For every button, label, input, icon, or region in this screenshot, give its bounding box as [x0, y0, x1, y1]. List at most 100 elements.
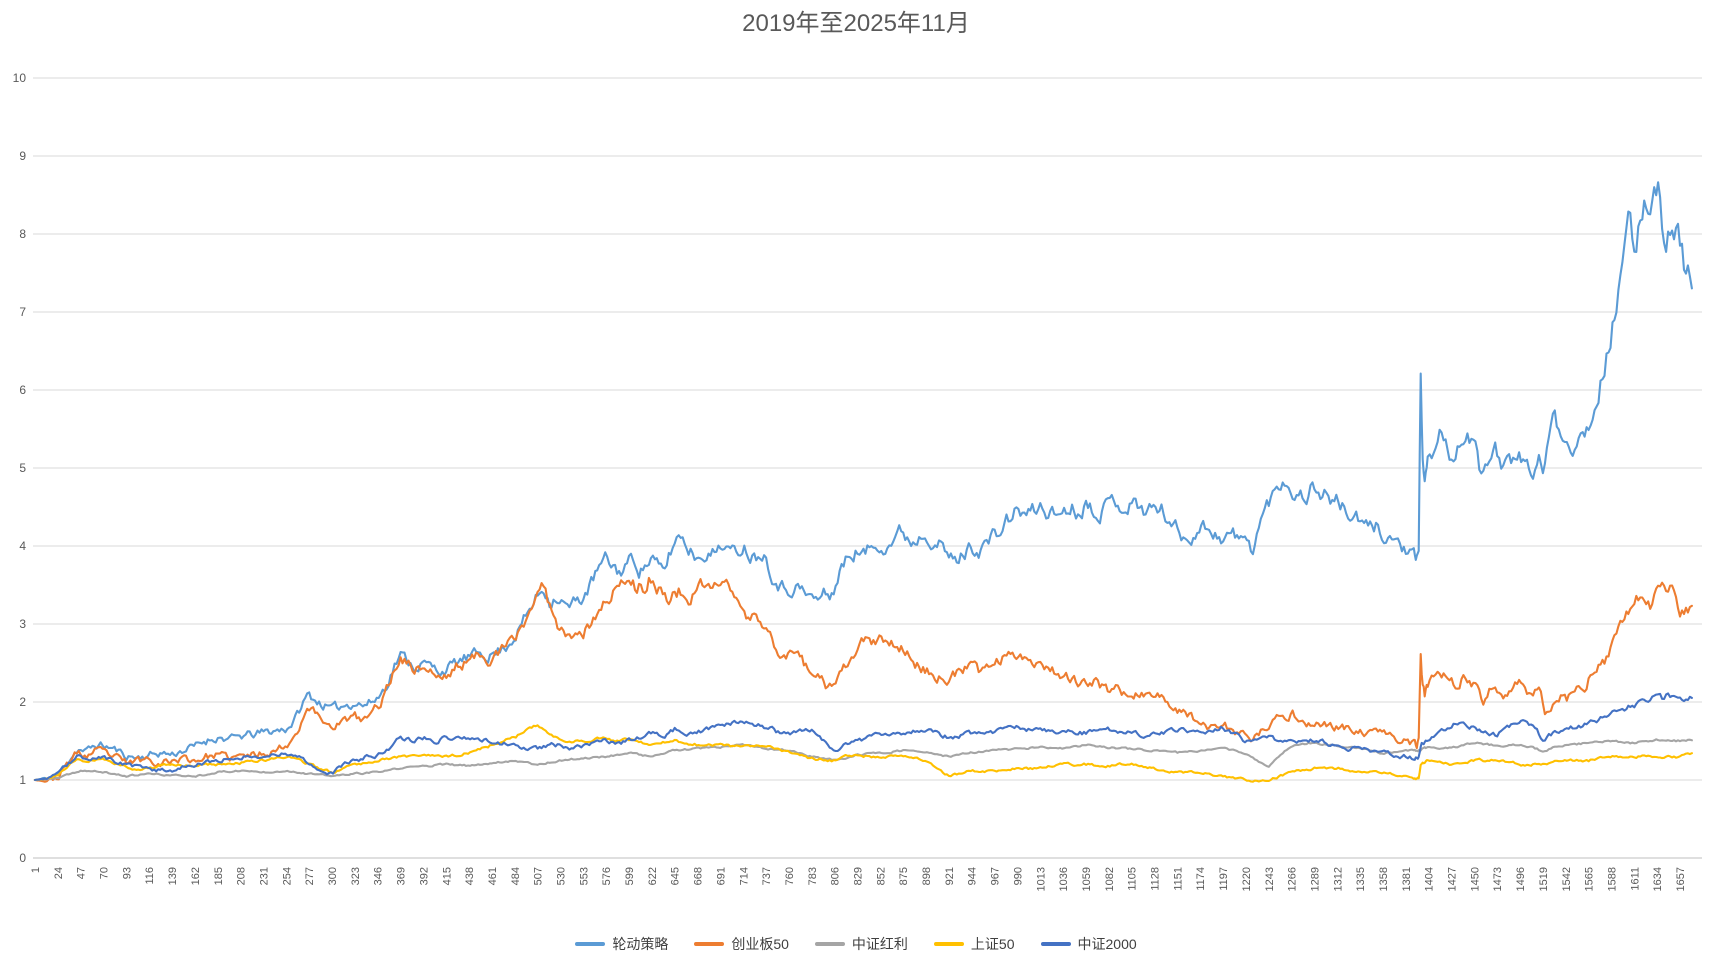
- x-tick-label: 208: [236, 867, 248, 885]
- x-tick-label: 162: [190, 867, 202, 885]
- x-tick-label: 47: [76, 867, 88, 879]
- x-tick-label: 1: [30, 867, 42, 873]
- x-tick-label: 530: [555, 867, 567, 885]
- x-tick-label: 1266: [1287, 867, 1299, 891]
- legend-line-swatch: [814, 942, 845, 946]
- x-tick-label: 1358: [1378, 867, 1390, 891]
- x-tick-label: 852: [875, 867, 887, 885]
- series-line-csi-2000: [33, 692, 1693, 782]
- chart-legend: 轮动策略 创业板50 中证红利 上证50 中证2000: [0, 934, 1712, 954]
- y-axis: 0 1 2 3 4 5 6 7 8 9 10: [13, 71, 27, 865]
- x-tick-label: 783: [807, 867, 819, 885]
- x-tick-label: 254: [281, 867, 293, 885]
- legend-label: 创业板50: [731, 936, 789, 952]
- x-tick-label: 70: [99, 867, 111, 879]
- x-tick-label: 1243: [1264, 867, 1276, 891]
- x-tick-label: 1519: [1538, 867, 1550, 891]
- legend-label: 上证50: [970, 936, 1015, 952]
- y-tick-label: 8: [19, 227, 26, 241]
- legend-item-csi-dividend: 中证红利: [814, 934, 908, 954]
- x-tick-label: 369: [396, 867, 408, 885]
- series-line-chinext-50: [33, 576, 1693, 783]
- x-tick-label: 277: [304, 867, 316, 885]
- x-tick-label: 231: [258, 867, 270, 885]
- x-tick-label: 1289: [1309, 867, 1321, 891]
- x-tick-label: 1657: [1675, 867, 1687, 891]
- x-tick-label: 392: [418, 867, 430, 885]
- x-tick-label: 760: [784, 867, 796, 885]
- x-tick-label: 484: [510, 867, 522, 885]
- y-tick-label: 10: [13, 71, 27, 85]
- x-tick-label: 1128: [1150, 867, 1162, 891]
- x-tick-label: 806: [830, 867, 842, 885]
- x-tick-label: 1381: [1401, 867, 1413, 891]
- legend-label: 中证2000: [1077, 936, 1137, 952]
- x-tick-label: 921: [944, 867, 956, 885]
- legend-label: 中证红利: [851, 936, 908, 952]
- chart-title: 2019年至2025年11月: [742, 10, 970, 37]
- x-tick-label: 1427: [1447, 867, 1459, 891]
- x-tick-label: 1082: [1104, 867, 1116, 891]
- legend-line-swatch: [694, 942, 725, 946]
- x-tick-label: 1197: [1218, 867, 1230, 891]
- x-tick-label: 1151: [1172, 867, 1184, 891]
- y-tick-label: 9: [19, 149, 26, 163]
- x-tick-label: 300: [327, 867, 339, 885]
- x-tick-label: 1059: [1081, 867, 1093, 891]
- x-tick-label: 737: [761, 867, 773, 885]
- x-tick-label: 1565: [1584, 867, 1596, 891]
- x-tick-label: 1473: [1492, 867, 1504, 891]
- x-tick-label: 139: [167, 867, 179, 885]
- x-tick-label: 323: [350, 867, 362, 885]
- x-tick-label: 346: [373, 867, 385, 885]
- x-tick-label: 691: [715, 867, 727, 885]
- x-tick-label: 990: [1012, 867, 1024, 885]
- x-tick-label: 1542: [1561, 867, 1573, 891]
- x-tick-label: 93: [121, 867, 133, 879]
- x-tick-label: 461: [487, 867, 499, 885]
- x-tick-label: 829: [853, 867, 865, 885]
- x-tick-label: 507: [533, 867, 545, 885]
- series-lines: [33, 181, 1693, 783]
- x-tick-label: 415: [441, 867, 453, 885]
- x-tick-label: 1036: [1058, 867, 1070, 891]
- y-tick-label: 4: [19, 539, 26, 553]
- x-tick-label: 944: [967, 867, 979, 885]
- x-tick-label: 1174: [1195, 867, 1207, 891]
- x-tick-label: 24: [53, 867, 65, 879]
- x-tick-label: 1404: [1424, 867, 1436, 891]
- gridlines: [33, 77, 1702, 859]
- x-tick-label: 875: [898, 867, 910, 885]
- x-tick-label: 599: [624, 867, 636, 885]
- legend-line-swatch: [1040, 942, 1071, 946]
- y-tick-label: 5: [19, 461, 26, 475]
- x-tick-label: 967: [990, 867, 1002, 885]
- x-tick-label: 668: [693, 867, 705, 885]
- x-tick-label: 1588: [1606, 867, 1618, 891]
- x-tick-label: 1220: [1241, 867, 1253, 891]
- x-tick-label: 898: [921, 867, 933, 885]
- x-tick-label: 1496: [1515, 867, 1527, 891]
- y-tick-label: 7: [19, 305, 26, 319]
- x-tick-label: 1634: [1652, 867, 1664, 891]
- legend-item-chinext-50: 创业板50: [694, 934, 789, 954]
- x-tick-label: 1013: [1035, 867, 1047, 891]
- x-tick-label: 438: [464, 867, 476, 885]
- x-tick-label: 1312: [1332, 867, 1344, 891]
- legend-item-rotation-strategy: 轮动策略: [575, 934, 668, 954]
- x-tick-label: 116: [144, 867, 156, 885]
- legend-line-swatch: [575, 942, 606, 946]
- series-line-csi-dividend: [33, 738, 1693, 782]
- legend-item-sse-50: 上证50: [933, 934, 1015, 954]
- y-tick-label: 6: [19, 383, 26, 397]
- series-line-rotation-strategy: [33, 181, 1693, 782]
- x-tick-label: 1611: [1629, 867, 1641, 891]
- x-tick-label: 622: [647, 867, 659, 885]
- x-tick-label: 1450: [1469, 867, 1481, 891]
- series-line-sse-50: [33, 724, 1693, 783]
- y-tick-label: 3: [19, 617, 26, 631]
- y-tick-label: 1: [19, 773, 26, 787]
- x-tick-label: 645: [670, 867, 682, 885]
- x-tick-label: 714: [738, 867, 750, 885]
